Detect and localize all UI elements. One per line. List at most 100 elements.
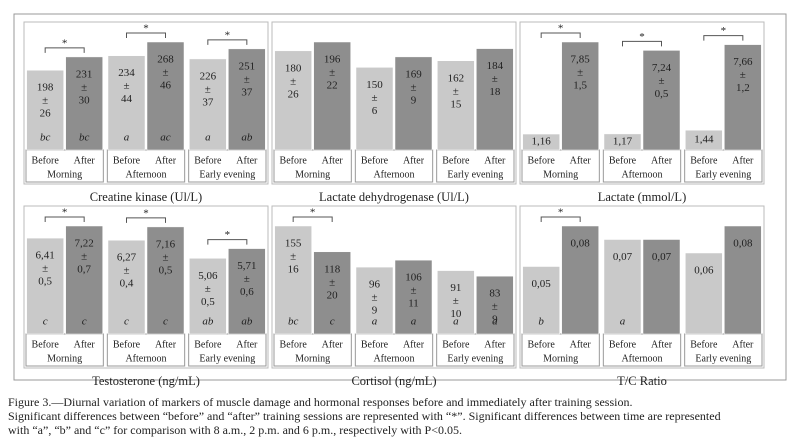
error-label: 9: [492, 314, 498, 326]
value-label: 0,08: [571, 238, 591, 250]
category-label: Before: [194, 155, 222, 166]
bar: [65, 56, 103, 151]
plus-minus: ±: [740, 69, 746, 81]
group-box: [188, 149, 267, 183]
error-label: 37: [202, 96, 214, 108]
value-label: 96: [369, 279, 381, 291]
error-label: 0,7: [77, 264, 91, 276]
group-label: Morning: [543, 353, 578, 364]
group-label: Early evening: [695, 353, 751, 364]
significance-letter: bc: [79, 132, 90, 144]
significance-letter: ab: [241, 132, 253, 144]
x-axis-label: Creatine kinase (Ul/L): [90, 190, 202, 204]
value-label: 83: [489, 288, 501, 300]
significance-star: *: [225, 29, 231, 41]
group-box: [106, 149, 186, 183]
caption-line: Significant differences between “before”…: [8, 409, 721, 423]
bar: [274, 50, 312, 151]
error-label: 44: [121, 93, 133, 105]
category-label: After: [403, 155, 425, 166]
value-label: 0,06: [694, 265, 714, 277]
significance-letter: c: [330, 316, 335, 328]
group-box: [188, 333, 267, 367]
significance-star: *: [310, 207, 316, 219]
figure-frame: [13, 13, 787, 381]
bar: [685, 129, 723, 151]
group-label: Afternoon: [621, 169, 662, 180]
bar: [228, 48, 266, 151]
category-label: After: [74, 339, 96, 350]
panel-frame: [519, 21, 765, 185]
bar: [724, 225, 762, 335]
value-label: 234: [118, 67, 135, 79]
bar: [522, 133, 560, 151]
category-label: Before: [113, 155, 141, 166]
value-label: 226: [200, 70, 217, 82]
significance-letter: c: [163, 316, 168, 328]
significance-bracket: [126, 217, 166, 223]
bar: [355, 67, 394, 151]
error-label: 18: [489, 86, 501, 98]
error-label: 10: [450, 308, 462, 320]
category-label: Before: [690, 155, 718, 166]
bar: [146, 226, 185, 335]
value-label: 162: [448, 72, 465, 84]
value-label: 196: [324, 54, 341, 66]
bar: [603, 239, 642, 335]
plus-minus: ±: [123, 265, 129, 277]
value-label: 7,16: [156, 238, 176, 250]
bar: [313, 251, 351, 335]
category-label: After: [403, 339, 425, 350]
x-axis-label: T/C Ratio: [617, 374, 667, 388]
bar: [26, 237, 64, 335]
error-label: 15: [450, 98, 462, 110]
value-label: 268: [157, 54, 174, 66]
significance-letter: a: [620, 316, 626, 328]
category-label: Before: [113, 339, 141, 350]
plus-minus: ±: [205, 283, 211, 295]
category-label: Before: [32, 339, 60, 350]
group-label: Early evening: [199, 353, 255, 364]
significance-letter: c: [124, 316, 129, 328]
error-label: 0,5: [201, 296, 215, 308]
significance-bracket: [44, 47, 85, 53]
bar: [65, 225, 103, 335]
bar: [603, 133, 642, 151]
panel-frame: [519, 205, 765, 369]
group-label: Afternoon: [373, 353, 414, 364]
plus-minus: ±: [453, 85, 459, 97]
category-label: After: [732, 155, 754, 166]
value-label: 0,05: [532, 278, 552, 290]
plus-minus: ±: [123, 80, 129, 92]
bar: [437, 60, 475, 151]
plus-minus: ±: [410, 285, 416, 297]
significance-bracket: [207, 39, 248, 45]
category-label: After: [570, 155, 592, 166]
error-label: 6: [372, 105, 378, 117]
bar: [476, 48, 514, 151]
plus-minus: ±: [244, 273, 250, 285]
value-label: 180: [285, 62, 302, 74]
significance-star: *: [225, 229, 231, 241]
value-label: 7,24: [652, 62, 672, 74]
bar: [642, 50, 681, 151]
panel-frame: [271, 205, 517, 369]
category-label: Before: [280, 339, 308, 350]
value-label: 7,85: [571, 54, 591, 66]
value-label: 0,08: [733, 238, 753, 250]
bar: [561, 41, 599, 151]
x-axis-label: Testosterone (ng/mL): [92, 374, 200, 388]
group-box: [684, 149, 763, 183]
caption-line: with “a”, “b” and “c” for comparison wit…: [8, 423, 462, 437]
category-label: Before: [32, 155, 60, 166]
bar: [476, 275, 514, 335]
value-label: 7,22: [75, 238, 94, 250]
value-label: 1,16: [532, 136, 552, 148]
significance-letter: bc: [288, 316, 299, 328]
group-box: [436, 333, 515, 367]
value-label: 169: [405, 68, 422, 80]
significance-bracket: [292, 216, 333, 222]
category-label: Before: [280, 155, 308, 166]
group-box: [273, 333, 352, 367]
error-label: 20: [327, 289, 339, 301]
